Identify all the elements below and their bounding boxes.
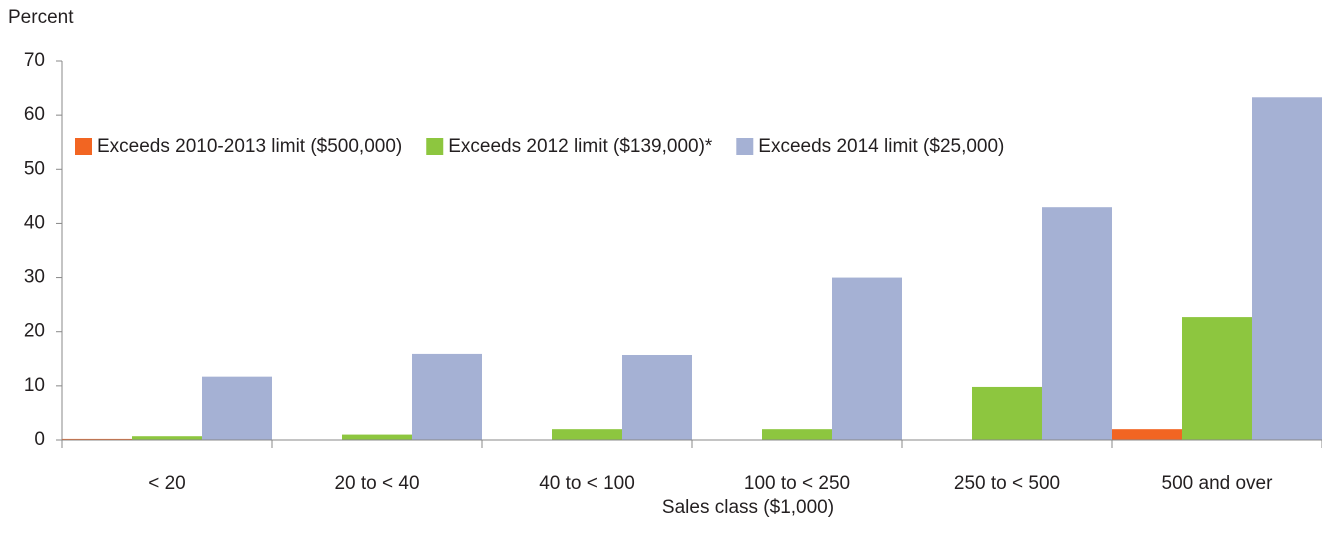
x-tick-label: < 20 bbox=[148, 473, 186, 494]
legend-swatch bbox=[426, 138, 444, 155]
bar bbox=[412, 353, 482, 440]
legend-label: Exceeds 2010-2013 limit ($500,000) bbox=[97, 136, 402, 157]
bar bbox=[972, 386, 1042, 440]
legend-label: Exceeds 2014 limit ($25,000) bbox=[758, 136, 1004, 157]
y-tick-label: 10 bbox=[24, 375, 45, 396]
y-tick-label: 70 bbox=[24, 50, 45, 71]
y-axis-title: Percent bbox=[8, 7, 74, 28]
bar bbox=[762, 429, 832, 440]
bar bbox=[1042, 207, 1112, 440]
x-tick-label: 40 to < 100 bbox=[539, 473, 635, 494]
x-tick-label: 100 to < 250 bbox=[744, 473, 850, 494]
y-tick-label: 20 bbox=[24, 321, 45, 342]
y-tick-label: 60 bbox=[24, 104, 45, 125]
x-tick-label: 250 to < 500 bbox=[954, 473, 1060, 494]
y-tick-label: 40 bbox=[24, 212, 45, 233]
bar bbox=[342, 434, 412, 440]
x-axis-title: Sales class ($1,000) bbox=[662, 497, 834, 518]
legend-swatch bbox=[75, 138, 92, 155]
bar bbox=[1182, 317, 1252, 440]
y-tick-label: 50 bbox=[24, 158, 45, 179]
y-tick-label: 0 bbox=[34, 429, 45, 450]
y-tick-label: 30 bbox=[24, 267, 45, 288]
bar bbox=[202, 376, 272, 440]
bar bbox=[832, 277, 902, 440]
bar bbox=[1112, 429, 1182, 440]
bar bbox=[62, 438, 132, 440]
x-tick-label: 20 to < 40 bbox=[334, 473, 419, 494]
bar bbox=[552, 429, 622, 440]
bar bbox=[1252, 97, 1322, 441]
x-tick-label: 500 and over bbox=[1162, 473, 1274, 494]
bar bbox=[132, 436, 202, 440]
legend-swatch bbox=[736, 138, 754, 155]
legend-label: Exceeds 2012 limit ($139,000)* bbox=[448, 136, 713, 157]
bar bbox=[622, 354, 692, 440]
